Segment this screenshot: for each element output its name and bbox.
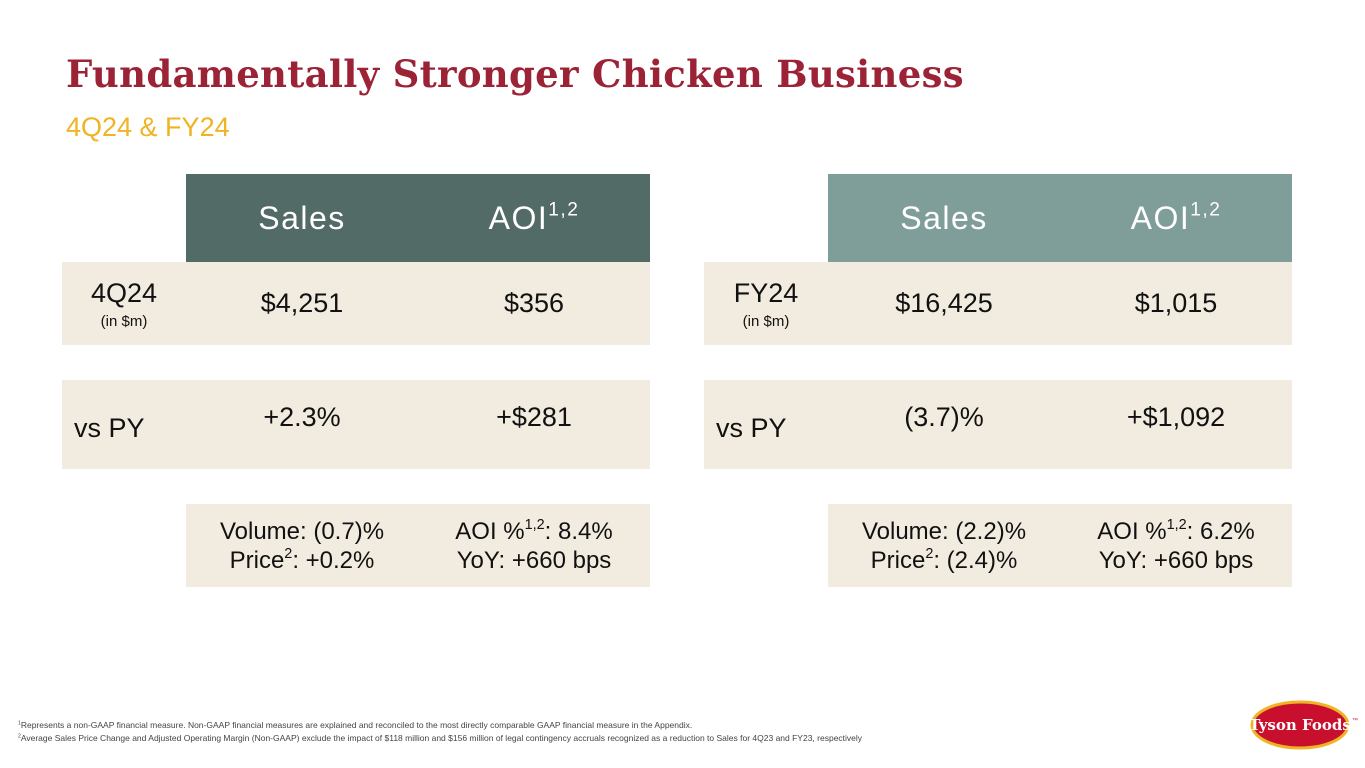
column-header-label-text: Sales: [900, 200, 988, 236]
cell: $16,425: [828, 262, 1060, 345]
column-header-label-sup: 1,2: [548, 199, 580, 221]
detail-line-after: : +0.2%: [292, 546, 375, 574]
detail-line: Volume: (2.2)%: [862, 517, 1026, 546]
detail-line-text: AOI %: [1097, 517, 1167, 545]
detail-line: YoY: +660 bps: [1099, 546, 1254, 575]
detail-line-text: AOI %: [455, 517, 525, 545]
row-label-text: vs PY: [74, 413, 145, 443]
cell: +2.3%: [186, 380, 418, 469]
detail-line-after: : 6.2%: [1186, 517, 1255, 545]
detail-line-text: Volume: (0.7)%: [219, 517, 385, 545]
detail-line: Volume: (0.7)%: [220, 517, 384, 546]
cell-value: +$1,092: [1126, 402, 1226, 432]
detail-cell: Volume: (2.2)% Price2: (2.4)%: [828, 504, 1060, 587]
cell: $1,015: [1060, 262, 1292, 345]
column-header-label-text: Sales: [258, 200, 346, 236]
column-header-label: Sales: [258, 200, 346, 237]
cell-value: $356: [503, 288, 565, 318]
row-sublabel: (in $m): [100, 312, 148, 330]
row-label: FY24 (in $m): [704, 262, 828, 345]
column-header-label-text: AOI: [1130, 200, 1191, 236]
title: Fundamentally Stronger Chicken Business: [66, 52, 964, 96]
detail-cell: Volume: (0.7)% Price2: +0.2%: [186, 504, 418, 587]
cell-value: +2.3%: [263, 402, 341, 432]
footnotes: 1Represents a non-GAAP financial measure…: [18, 719, 918, 745]
cell-value: $16,425: [895, 288, 993, 318]
column-header: AOI1,2: [1060, 174, 1292, 263]
detail-line: Price2: +0.2%: [230, 546, 375, 575]
detail-line-sup: 2: [925, 545, 934, 562]
footnote: 2Average Sales Price Change and Adjusted…: [18, 732, 918, 745]
row-label-text: 4Q24: [90, 277, 158, 308]
footnote: 1Represents a non-GAAP financial measure…: [18, 719, 918, 732]
row-label-text: vs PY: [716, 413, 787, 443]
detail-line: YoY: +660 bps: [457, 546, 612, 575]
subtitle: 4Q24 & FY24: [66, 112, 230, 142]
detail-line-text: Volume: (2.2)%: [861, 517, 1027, 545]
cell: (3.7)%: [828, 380, 1060, 469]
cell-value: $4,251: [260, 288, 344, 318]
column-header-label-sup: 1,2: [1190, 199, 1222, 221]
column-header-label: AOI1,2: [1131, 200, 1222, 237]
row-label: 4Q24 (in $m): [62, 262, 186, 345]
detail-cell: AOI %1,2: 6.2% YoY: +660 bps: [1060, 504, 1292, 587]
cell: $4,251: [186, 262, 418, 345]
detail-line: Price2: (2.4)%: [871, 546, 1018, 575]
column-header-label-text: AOI: [488, 200, 549, 236]
detail-line-after: : (2.4)%: [933, 546, 1018, 574]
detail-line-text: YoY: +660 bps: [1098, 546, 1254, 574]
column-header: Sales: [828, 174, 1060, 263]
logo-mark: ™: [1352, 717, 1358, 724]
column-header: Sales: [186, 174, 418, 263]
detail-line-text: Price: [229, 546, 285, 574]
column-header-label: AOI1,2: [489, 200, 580, 237]
row-sublabel: (in $m): [742, 312, 790, 330]
footnote-mark: 1: [18, 720, 21, 727]
footnote-mark: 2: [18, 733, 21, 740]
cell-value: $1,015: [1134, 288, 1218, 318]
row-label: vs PY: [62, 380, 186, 469]
detail-cell: AOI %1,2: 8.4% YoY: +660 bps: [418, 504, 650, 587]
row-label: vs PY: [704, 380, 828, 469]
cell: +$1,092: [1060, 380, 1292, 469]
footnote-text: Average Sales Price Change and Adjusted …: [20, 733, 863, 743]
cell-value: (3.7)%: [904, 402, 984, 432]
cell: $356: [418, 262, 650, 345]
cell-value: +$281: [496, 402, 572, 432]
detail-line-text: YoY: +660 bps: [456, 546, 612, 574]
detail-line-sup: 1,2: [1166, 516, 1187, 533]
detail-line-sup: 1,2: [524, 516, 545, 533]
logo-text: Tyson Foods: [1249, 716, 1351, 734]
row-label-text: FY24: [733, 277, 799, 308]
detail-line-after: : 8.4%: [544, 517, 613, 545]
logo: Tyson Foods ™: [1249, 700, 1358, 750]
column-header: AOI1,2: [418, 174, 650, 263]
column-header-label: Sales: [900, 200, 988, 237]
logo-shape: [1250, 700, 1350, 750]
cell: +$281: [418, 380, 650, 469]
detail-line: AOI %1,2: 6.2%: [1097, 517, 1254, 546]
footnote-text: Represents a non-GAAP financial measure.…: [20, 720, 693, 730]
detail-line-text: Price: [870, 546, 926, 574]
detail-line: AOI %1,2: 8.4%: [455, 517, 612, 546]
detail-line-sup: 2: [284, 545, 293, 562]
